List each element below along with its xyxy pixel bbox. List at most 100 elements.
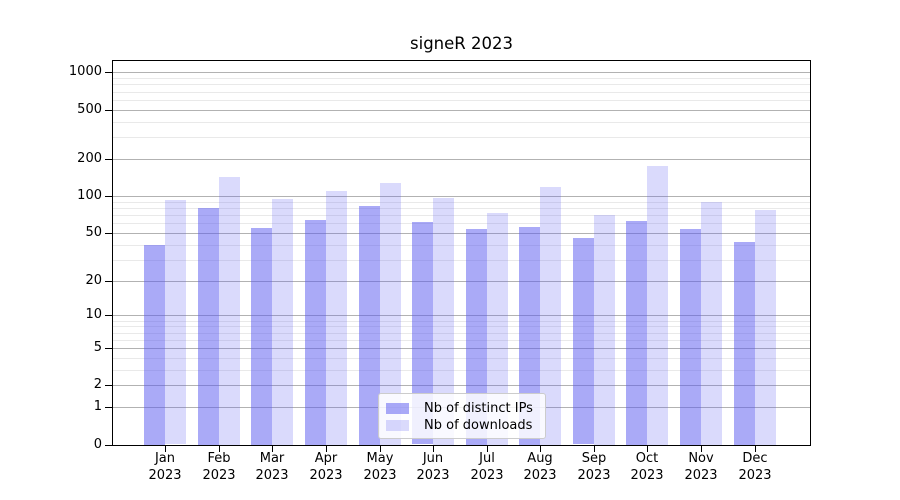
x-tick-label-jul: Jul 2023 [455, 451, 519, 484]
gridline-minor-7 [113, 333, 810, 334]
x-label-month: Nov [688, 451, 714, 466]
y-tick-label-10: 10 [85, 307, 102, 322]
x-label-year: 2023 [255, 467, 289, 483]
x-label-month: Oct [635, 451, 659, 466]
x-tick-label-jun: Jun 2023 [401, 451, 465, 484]
x-label-month: Jul [479, 451, 495, 466]
y-tick-1 [105, 407, 112, 408]
bar-ips-apr [305, 220, 326, 445]
x-label-year: 2023 [738, 467, 772, 483]
gridline-minor-40 [113, 245, 810, 246]
gridline-minor-4 [113, 358, 810, 359]
x-label-month: Mar [259, 451, 285, 466]
bar-ips-mar [251, 228, 272, 445]
y-tick-label-20: 20 [85, 273, 102, 288]
legend-label-distinct-ips: Nb of distinct IPs [424, 401, 533, 416]
x-label-year: 2023 [416, 467, 450, 483]
x-label-year: 2023 [148, 467, 182, 483]
legend-swatch-downloads [386, 420, 409, 431]
x-label-month: Jun [422, 451, 444, 466]
bar-downloads-nov [701, 202, 722, 445]
gridline-major-1000 [113, 72, 810, 73]
y-tick-label-1000: 1000 [68, 64, 102, 79]
gridline-minor-80 [113, 208, 810, 209]
bar-ips-sep [573, 238, 594, 444]
x-label-year: 2023 [630, 467, 664, 483]
x-tick-label-mar: Mar 2023 [240, 451, 304, 484]
bar-ips-jul [466, 229, 487, 445]
x-tick-jan [165, 446, 166, 452]
legend-entry-distinct-ips: Nb of distinct IPs [386, 400, 537, 417]
x-label-month: May [366, 451, 394, 466]
gridline-major-5 [113, 348, 810, 349]
bar-downloads-apr [326, 191, 347, 445]
gridline-major-10 [113, 315, 810, 316]
x-tick-may [380, 446, 381, 452]
bar-ips-jun [412, 222, 433, 444]
y-tick-0 [105, 445, 112, 446]
x-tick-label-jan: Jan 2023 [133, 451, 197, 484]
gridline-minor-8 [113, 326, 810, 327]
legend-entry-downloads: Nb of downloads [386, 417, 537, 434]
y-tick-100 [105, 196, 112, 197]
x-tick-label-feb: Feb 2023 [187, 451, 251, 484]
gridline-minor-6 [113, 340, 810, 341]
x-tick-jul [487, 446, 488, 452]
y-tick-label-0: 0 [93, 437, 102, 452]
x-label-year: 2023 [202, 467, 236, 483]
chart-title: signeR 2023 [410, 34, 513, 53]
bar-downloads-jun [433, 198, 454, 445]
legend-swatch-distinct-ips [386, 403, 409, 414]
bar-ips-nov [680, 229, 701, 445]
gridline-major-100 [113, 196, 810, 197]
x-tick-label-aug: Aug 2023 [508, 451, 572, 484]
gridline-minor-600 [113, 100, 810, 101]
y-tick-label-100: 100 [77, 188, 102, 203]
x-label-year: 2023 [470, 467, 504, 483]
x-label-month: Dec [742, 451, 768, 466]
x-label-month: Sep [581, 451, 607, 466]
legend-label-downloads: Nb of downloads [424, 418, 533, 433]
x-label-year: 2023 [309, 467, 343, 483]
bar-downloads-sep [594, 215, 615, 445]
x-tick-aug [540, 446, 541, 452]
y-tick-5 [105, 348, 112, 349]
bar-downloads-may [380, 183, 401, 445]
gridline-minor-70 [113, 215, 810, 216]
gridline-minor-300 [113, 137, 810, 138]
y-tick-2 [105, 385, 112, 386]
y-tick-50 [105, 233, 112, 234]
gridline-major-20 [113, 281, 810, 282]
gridline-minor-800 [113, 84, 810, 85]
x-label-year: 2023 [684, 467, 718, 483]
gridline-minor-9 [113, 321, 810, 322]
gridline-major-500 [113, 110, 810, 111]
x-tick-feb [219, 446, 220, 452]
y-tick-200 [105, 159, 112, 160]
bar-downloads-jan [165, 200, 186, 444]
y-tick-label-50: 50 [85, 225, 102, 240]
y-tick-1000 [105, 72, 112, 73]
gridline-minor-900 [113, 78, 810, 79]
bar-downloads-jul [487, 213, 508, 445]
x-label-year: 2023 [577, 467, 611, 483]
x-tick-mar [272, 446, 273, 452]
x-label-month: Aug [527, 451, 553, 466]
y-tick-500 [105, 110, 112, 111]
gridline-minor-700 [113, 92, 810, 93]
bar-ips-may [359, 206, 380, 445]
y-tick-10 [105, 315, 112, 316]
x-label-year: 2023 [523, 467, 557, 483]
x-tick-apr [326, 446, 327, 452]
x-label-month: Feb [207, 451, 231, 466]
gridline-major-50 [113, 233, 810, 234]
x-tick-label-oct: Oct 2023 [615, 451, 679, 484]
bar-downloads-feb [219, 177, 240, 445]
x-label-year: 2023 [363, 467, 397, 483]
bar-downloads-aug [540, 187, 561, 445]
x-tick-jun [433, 446, 434, 452]
bar-downloads-dec [755, 210, 776, 445]
bar-ips-jan [144, 245, 165, 445]
y-tick-label-500: 500 [77, 102, 102, 117]
x-tick-oct [647, 446, 648, 452]
